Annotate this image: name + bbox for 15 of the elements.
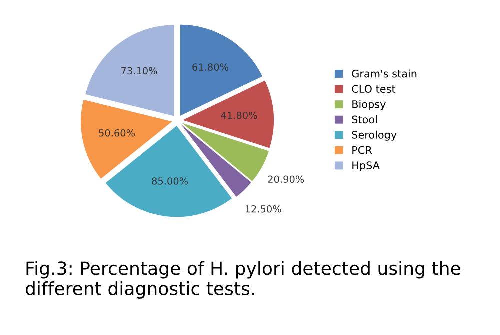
legend-label: Gram's stain bbox=[352, 70, 417, 78]
data-label: 85.00% bbox=[152, 178, 188, 185]
data-label: 50.60% bbox=[99, 129, 135, 137]
data-label: 20.90% bbox=[268, 176, 304, 184]
caption: Fig.3: Percentage of H. pylori detected using the different diagnostic tests. bbox=[26, 261, 460, 299]
legend-label: Biopsy bbox=[352, 100, 386, 110]
data-label: 12.50% bbox=[246, 205, 282, 213]
legend-label: Serology bbox=[352, 130, 397, 141]
data-label: 41.80% bbox=[221, 112, 258, 120]
legend-label: HpSA bbox=[352, 162, 380, 172]
data-label: 61.80% bbox=[192, 64, 228, 71]
legend-label: CLO test bbox=[352, 85, 396, 94]
legend-label: PCR bbox=[352, 146, 372, 154]
data-label: 73.10% bbox=[122, 67, 158, 75]
legend-label: Stool bbox=[352, 116, 377, 124]
